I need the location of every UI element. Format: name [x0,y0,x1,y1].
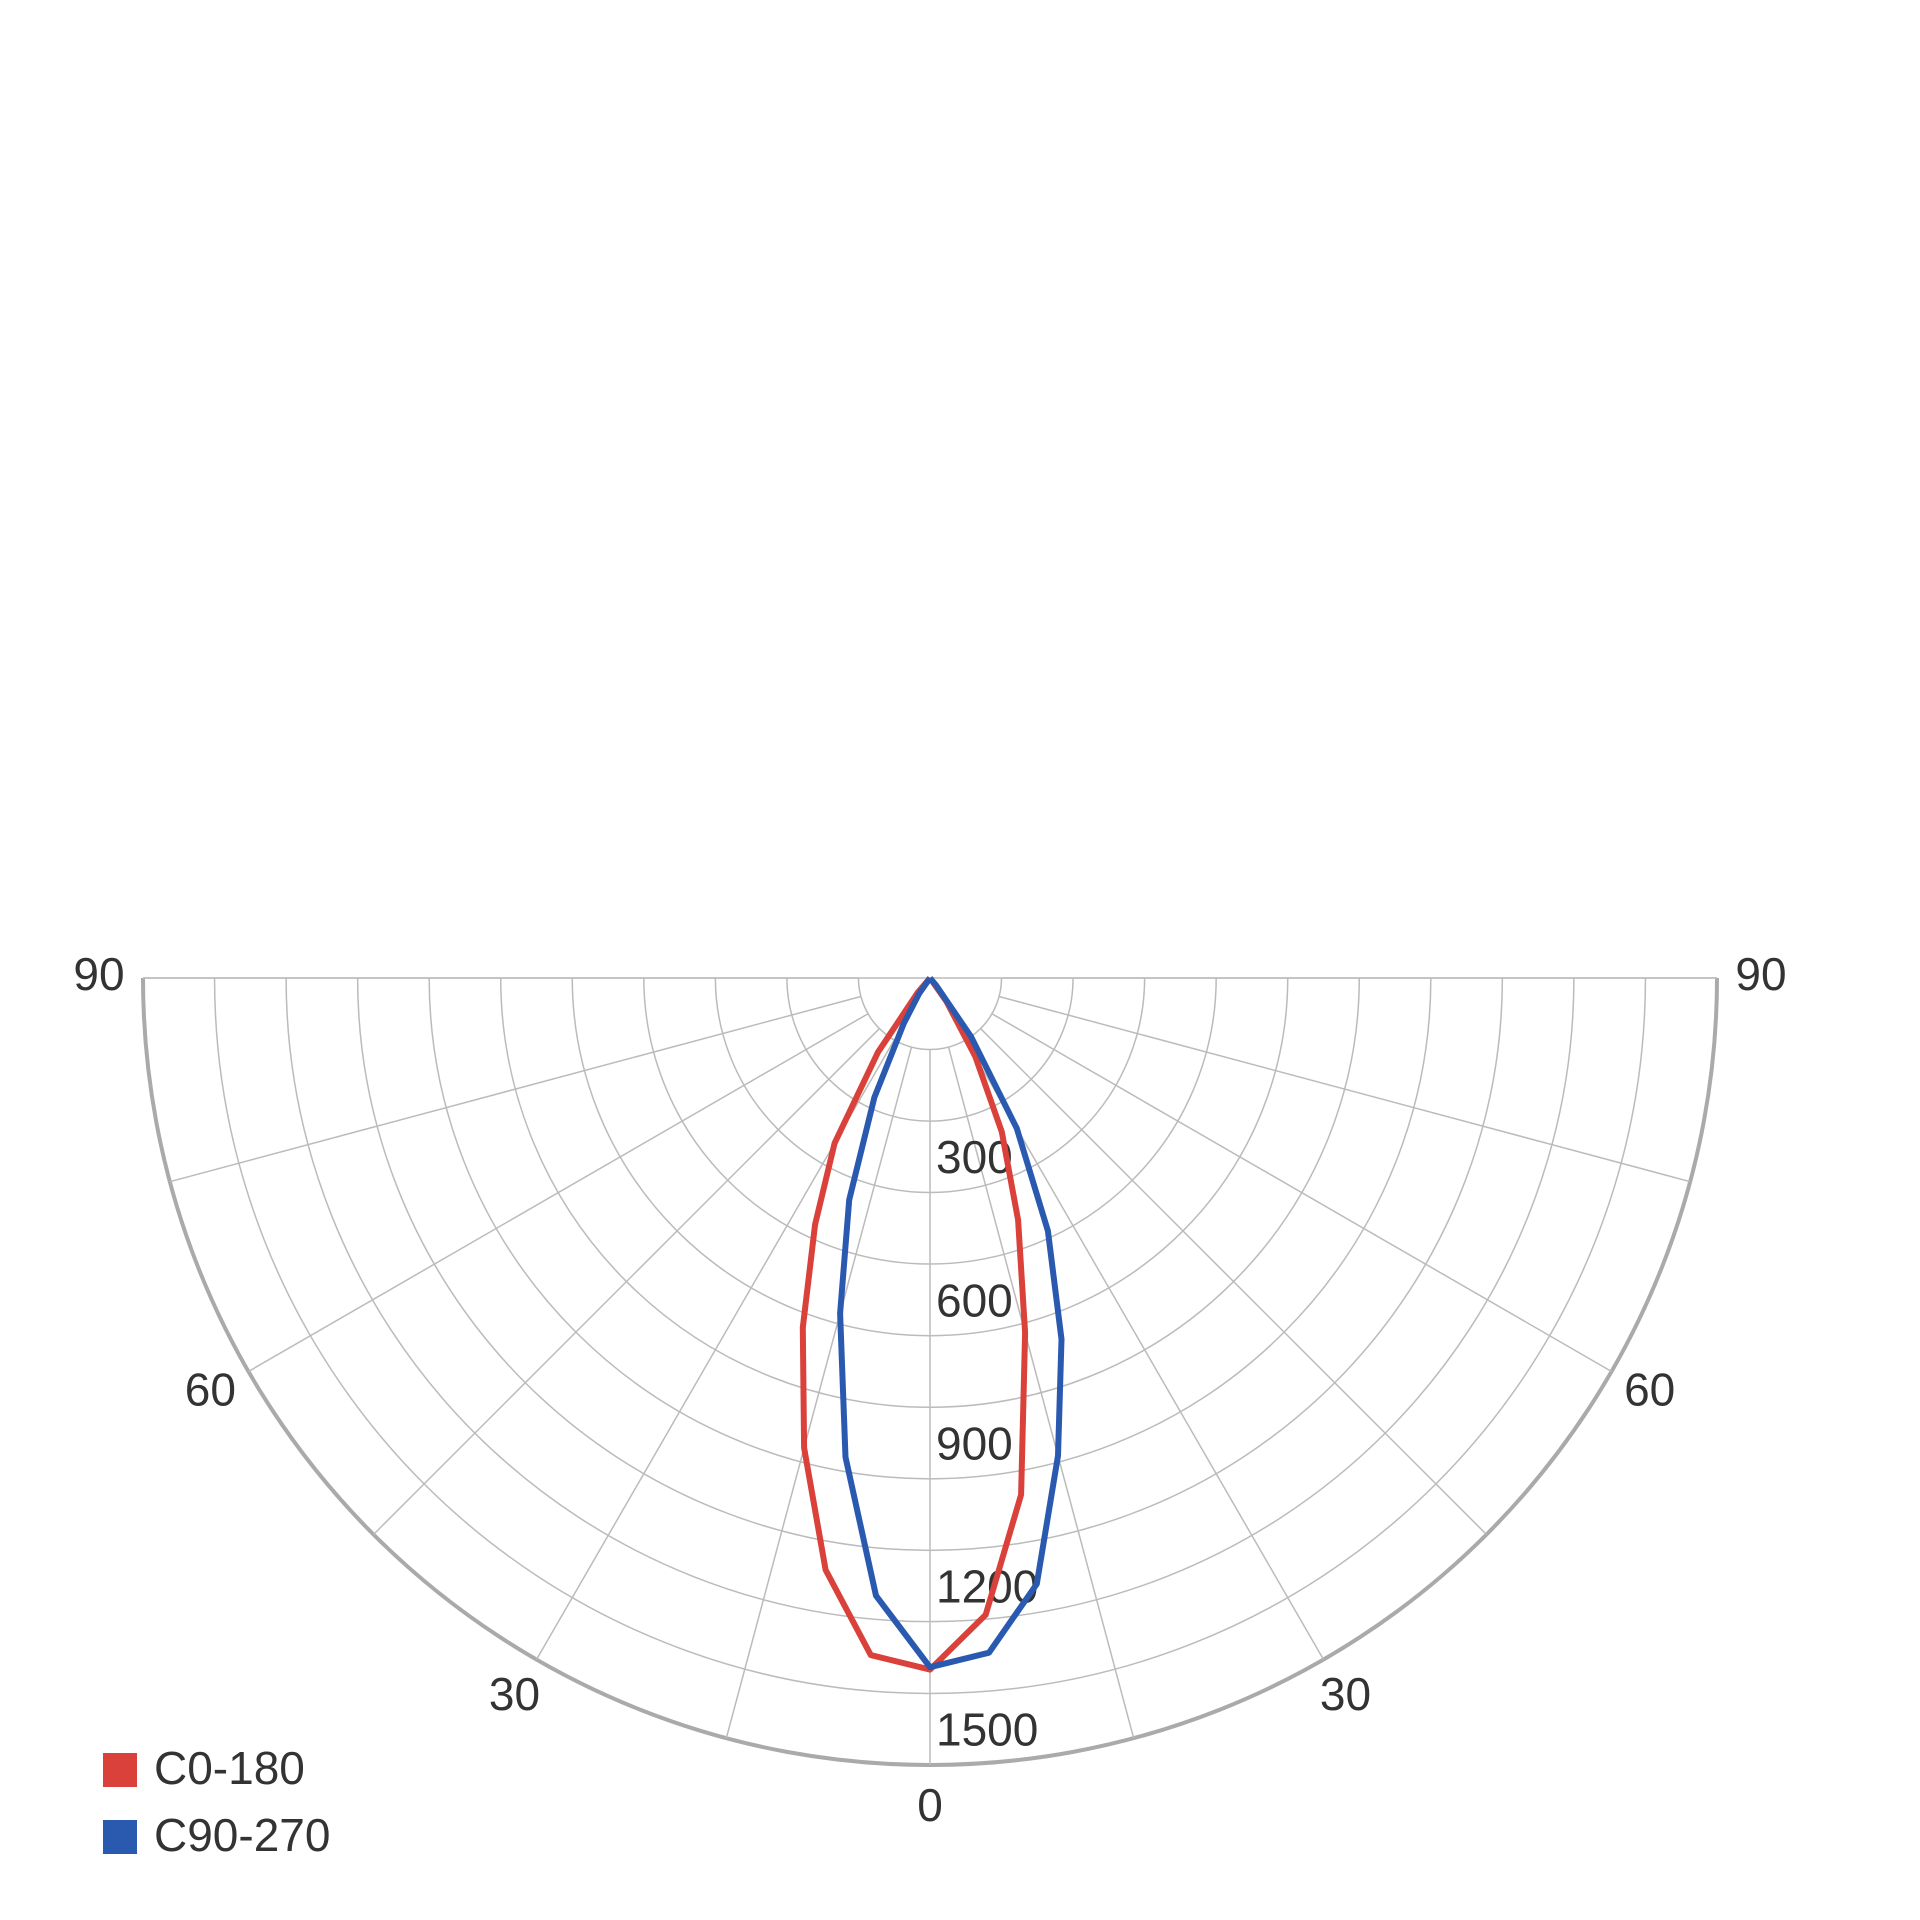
legend-label: C90-270 [154,1809,330,1861]
legend-swatch [103,1820,137,1854]
grid-circle [857,977,1003,1051]
angle-tick-label: 90 [73,948,124,1000]
r-tick-label: 1500 [936,1704,1038,1756]
series-line [837,976,1065,1671]
grid-spoke [947,1046,1135,1739]
angle-tick-label: 30 [1320,1668,1371,1720]
r-tick-label: 900 [936,1417,1013,1469]
angle-tick-label: 90 [1735,948,1786,1000]
angle-tick-label: 60 [1624,1364,1675,1416]
angle-tick-label: 60 [185,1364,236,1416]
grid-spoke [372,1028,880,1536]
grid-spoke [248,1013,869,1373]
grid-spoke [965,1039,1325,1660]
grid-spoke [980,1028,1488,1536]
r-tick-label: 300 [936,1131,1013,1183]
series-line [799,976,1029,1673]
grid-spoke [725,1046,913,1739]
angle-tick-label: 30 [489,1668,540,1720]
grid-spoke [991,1013,1612,1373]
legend-swatch [103,1753,137,1787]
angle-tick-label: 0 [917,1779,943,1831]
grid-spoke [998,995,1691,1183]
legend-label: C0-180 [154,1742,305,1794]
r-tick-label: 600 [936,1274,1013,1326]
grid-spoke [169,995,862,1183]
